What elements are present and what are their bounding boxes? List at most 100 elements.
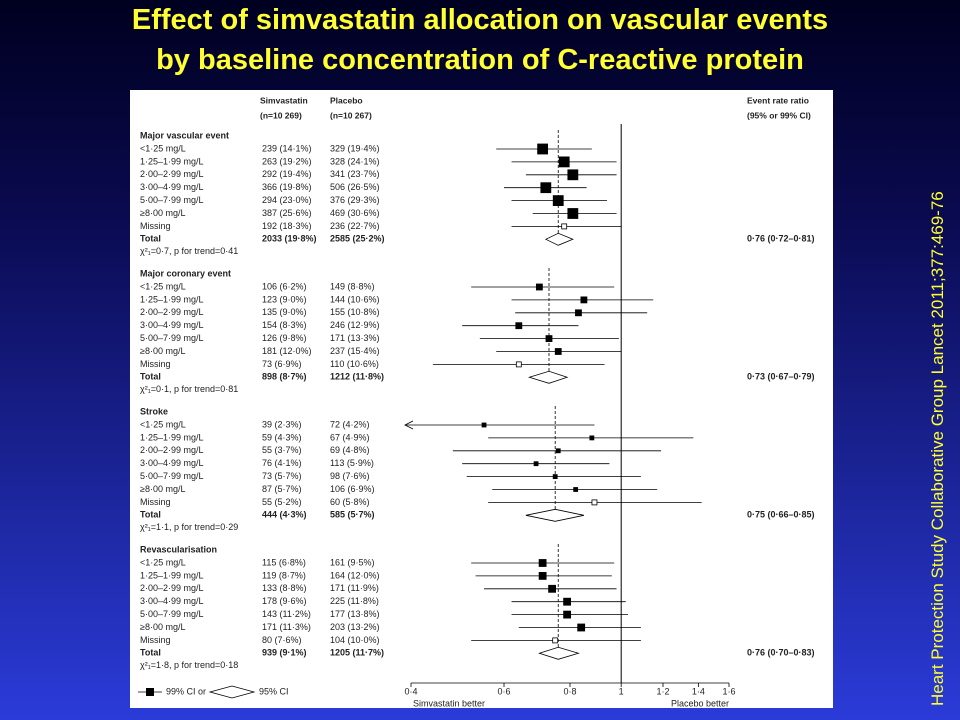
estimate-square xyxy=(538,559,547,567)
placebo-events: 110 (10·6%) xyxy=(330,359,379,369)
placebo-events: 246 (12·9%) xyxy=(330,320,380,330)
placebo-events: 98 (7·6%) xyxy=(330,471,370,481)
placebo-events: 376 (29·3%) xyxy=(330,195,380,205)
placebo-events: 171 (11·9%) xyxy=(330,583,379,593)
estimate-square xyxy=(515,322,523,330)
total-diamond xyxy=(525,508,584,522)
placebo-events: 237 (15·4%) xyxy=(330,346,380,356)
heterogeneity: χ²₁=1·8, p for trend=0·18 xyxy=(140,660,238,670)
estimate-square xyxy=(573,487,579,492)
row-label: 5·00–7·99 mg/L xyxy=(140,333,204,343)
x-tick-label: 0·6 xyxy=(498,686,511,696)
estimate-square xyxy=(537,143,549,155)
simvastatin-events: 76 (4·1%) xyxy=(262,458,302,468)
simvastatin-events: 171 (11·3%) xyxy=(262,622,311,632)
simvastatin-total: 444 (4·3%) xyxy=(262,510,307,520)
row-label: <1·25 mg/L xyxy=(140,557,186,567)
placebo-events: 161 (9·5%) xyxy=(330,557,375,567)
legend-diamond xyxy=(208,685,256,699)
placebo-events: 155 (10·8%) xyxy=(330,307,380,317)
estimate-square xyxy=(535,283,543,291)
row-label: 5·00–7·99 mg/L xyxy=(140,195,204,205)
legend-label: 95% CI xyxy=(259,686,289,696)
row-label: 1·25–1·99 mg/L xyxy=(140,570,204,580)
simvastatin-events: 119 (8·7%) xyxy=(262,570,306,580)
placebo-total: 2585 (25·2%) xyxy=(330,234,385,244)
estimate-square xyxy=(533,461,539,467)
column-header: Simvastatin xyxy=(260,95,308,105)
placebo-events: 69 (4·8%) xyxy=(330,445,370,455)
column-header: (95% or 99% CI) xyxy=(747,110,811,120)
row-label: ≥8·00 mg/L xyxy=(140,622,185,632)
placebo-events: 113 (5·9%) xyxy=(330,458,374,468)
row-label: 5·00–7·99 mg/L xyxy=(140,609,204,619)
placebo-events: 506 (26·5%) xyxy=(330,182,380,192)
row-label: 2·00–2·99 mg/L xyxy=(140,445,204,455)
simvastatin-events: 154 (8·3%) xyxy=(262,320,307,330)
x-tick-label: 1·2 xyxy=(657,686,670,696)
row-label: Missing xyxy=(140,221,171,231)
row-label: 2·00–2·99 mg/L xyxy=(140,307,204,317)
estimate-square xyxy=(589,435,595,441)
row-label: 1·25–1·99 mg/L xyxy=(140,156,204,166)
title-line: by baseline concentration of C-reactive … xyxy=(156,44,804,76)
simvastatin-total: 2033 (19·8%) xyxy=(262,234,317,244)
placebo-events: 203 (13·2%) xyxy=(330,622,380,632)
placebo-events: 67 (4·9%) xyxy=(330,432,370,442)
group-name: Major coronary event xyxy=(140,268,231,278)
total-label: Total xyxy=(140,372,161,382)
simvastatin-events: 126 (9·8%) xyxy=(262,333,307,343)
column-header: Event rate ratio xyxy=(747,95,809,105)
simvastatin-events: 73 (5·7%) xyxy=(262,471,302,481)
row-label: 1·25–1·99 mg/L xyxy=(140,294,204,304)
placebo-events: 171 (13·3%) xyxy=(330,333,380,343)
row-label: ≥8·00 mg/L xyxy=(140,484,185,494)
estimate-square xyxy=(554,348,562,355)
estimate-square xyxy=(567,208,579,219)
estimate-square xyxy=(545,335,553,343)
placebo-events: 177 (13·8%) xyxy=(330,609,380,619)
heterogeneity: χ²₁=0·1, p for trend=0·81 xyxy=(140,384,238,394)
total-diamond xyxy=(538,646,580,660)
estimate-square xyxy=(561,223,568,230)
row-label: 3·00–4·99 mg/L xyxy=(140,596,204,606)
placebo-events: 164 (12·0%) xyxy=(330,570,380,580)
ratio-label: 0·73 (0·67–0·79) xyxy=(747,372,815,382)
ratio-label: 0·76 (0·72–0·81) xyxy=(747,234,815,244)
placebo-events: 72 (4·2%) xyxy=(330,419,370,429)
row-label: <1·25 mg/L xyxy=(140,419,186,429)
simvastatin-events: 143 (11·2%) xyxy=(262,609,311,619)
estimate-square xyxy=(580,296,588,304)
estimate-square xyxy=(558,156,570,168)
placebo-events: 149 (8·8%) xyxy=(330,281,375,291)
simvastatin-events: 294 (23·0%) xyxy=(262,195,312,205)
ratio-label: 0·76 (0·70–0·83) xyxy=(747,648,815,658)
placebo-total: 1212 (11·8%) xyxy=(330,372,384,382)
row-label: ≥8·00 mg/L xyxy=(140,346,185,356)
row-label: 2·00–2·99 mg/L xyxy=(140,583,204,593)
row-label: 5·00–7·99 mg/L xyxy=(140,471,204,481)
group-name: Stroke xyxy=(140,406,168,416)
simvastatin-events: 73 (6·9%) xyxy=(262,359,302,369)
panel xyxy=(130,90,833,708)
total-diamond xyxy=(527,370,569,384)
estimate-square xyxy=(540,182,552,194)
x-tick-label: 0·4 xyxy=(404,686,417,696)
estimate-square xyxy=(552,637,559,644)
group-name: Revascularisation xyxy=(140,544,217,554)
x-tick-label: 1·4 xyxy=(692,686,705,696)
simvastatin-events: 106 (6·2%) xyxy=(262,281,307,291)
placebo-events: 329 (19·4%) xyxy=(330,143,380,153)
estimate-square xyxy=(567,169,579,181)
simvastatin-events: 59 (4·3%) xyxy=(262,432,302,442)
estimate-square xyxy=(552,195,564,207)
simvastatin-events: 192 (18·3%) xyxy=(262,221,312,231)
estimate-square xyxy=(563,597,572,606)
estimate-square xyxy=(548,584,557,593)
ci-arrow xyxy=(404,420,414,430)
row-label: 1·25–1·99 mg/L xyxy=(140,432,204,442)
simvastatin-events: 55 (3·7%) xyxy=(262,445,302,455)
x-tick-label: 1·6 xyxy=(722,686,735,696)
